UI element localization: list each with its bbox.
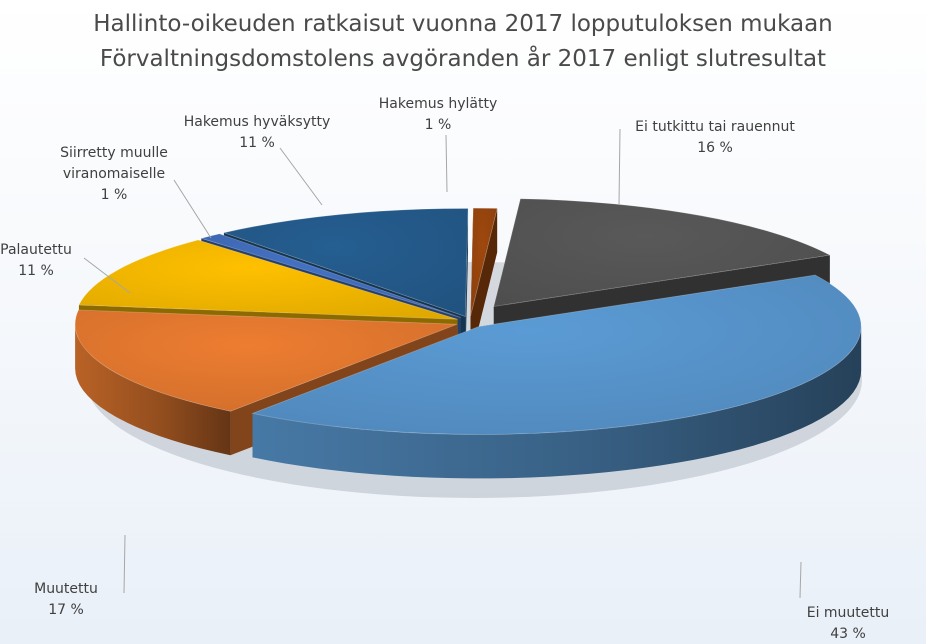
slice-label-value: 1 % <box>425 117 452 133</box>
pie-slice-side <box>470 208 498 361</box>
pie-slice-top <box>470 207 498 317</box>
slice-label-name: Muutettu <box>34 581 98 597</box>
leader-line <box>279 147 323 206</box>
leader-line <box>83 257 131 294</box>
pie-slices <box>74 198 862 498</box>
leader-line <box>123 534 126 594</box>
slice-label-value: 17 % <box>48 602 84 618</box>
pie-slice-top <box>222 208 469 318</box>
pie-slice-top <box>493 198 832 307</box>
chart-title-line-2: Förvaltningsdomstolens avgöranden år 201… <box>100 44 826 72</box>
slice-label: Muutettu 17 % <box>34 534 126 618</box>
slice-label-value: 11 % <box>239 135 275 151</box>
slice-label-name: Palautettu <box>0 242 72 258</box>
slice-label-name: Hakemus hylätty <box>379 96 497 112</box>
slice-label: Hakemus hylätty 1 % <box>379 96 497 193</box>
pie-slice-wall <box>252 326 862 479</box>
leader-line <box>445 134 448 193</box>
pie-labels: Ei tutkittu tai rauennut 16 % Ei muutettu 4… <box>0 96 889 642</box>
pie-slice-top <box>251 274 862 435</box>
slice-label: Hakemus hyväksytty 11 % <box>184 114 331 206</box>
slice-label-name: Hakemus hyväksytty <box>184 114 331 130</box>
pie-slice-side <box>465 208 469 361</box>
slice-label-name: Siirretty muulle <box>60 145 168 161</box>
slice-label-name: Ei tutkittu tai rauennut <box>635 119 795 135</box>
leader-line <box>173 179 212 239</box>
slice-label: Ei muutettu 43 % <box>799 561 890 642</box>
slice-label-name: viranomaiselle <box>63 166 165 182</box>
slice-label-name: Ei muutettu <box>807 605 890 621</box>
leader-line <box>799 561 802 599</box>
chart-title-line-1: Hallinto-oikeuden ratkaisut vuonna 2017 … <box>93 11 833 37</box>
pie-slice-top <box>78 239 458 320</box>
slice-label: Siirretty muulle viranomaiselle 1 % <box>60 145 212 239</box>
leader-line <box>618 128 621 206</box>
slice-label-value: 11 % <box>18 263 54 279</box>
slice-label-value: 43 % <box>830 626 866 642</box>
pie-slice-top <box>74 309 458 412</box>
slice-label-value: 1 % <box>101 187 128 203</box>
slice-label-value: 16 % <box>697 140 733 156</box>
pie-slice <box>470 207 498 361</box>
slice-label: Palautettu 11 % <box>0 242 131 294</box>
slice-label: Ei tutkittu tai rauennut 16 % <box>618 119 795 206</box>
pie-slice-wall <box>75 324 231 456</box>
pie-slice <box>251 274 862 479</box>
